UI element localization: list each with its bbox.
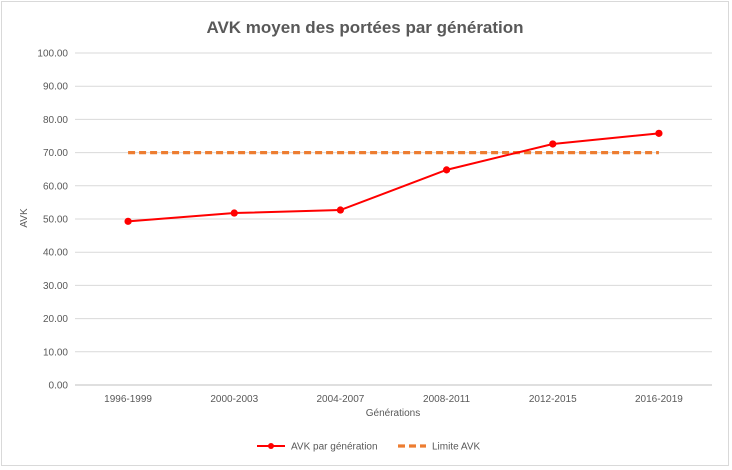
y-tick-label: 10.00 <box>43 347 68 358</box>
data-point <box>124 217 132 225</box>
legend: AVK par génération Limite AVK <box>257 442 480 453</box>
y-tick-label: 60.00 <box>43 181 68 192</box>
legend-label-limite: Limite AVK <box>432 442 480 453</box>
line-chart: AVK moyen des portées par génération 0.0… <box>19 18 712 453</box>
x-axis-title: Générations <box>366 408 420 419</box>
x-axis-ticks: 1996-1999 2000-2003 2004-2007 2008-2011 2012… <box>104 394 683 405</box>
y-tick-label: 90.00 <box>43 82 68 93</box>
legend-label-avk: AVK par génération <box>291 442 378 453</box>
gridlines <box>75 52 712 386</box>
y-tick-label: 80.00 <box>43 115 68 126</box>
data-point <box>549 140 557 148</box>
y-tick-label: 70.00 <box>43 148 68 159</box>
x-tick-label: 2016-2019 <box>635 394 683 405</box>
y-tick-label: 30.00 <box>43 281 68 292</box>
y-axis-title: AVK <box>19 208 30 228</box>
y-tick-label: 50.00 <box>43 215 68 226</box>
x-tick-label: 2008-2011 <box>423 394 471 405</box>
data-point <box>442 166 451 174</box>
y-tick-label: 100.00 <box>37 49 68 60</box>
y-tick-label: 20.00 <box>43 314 68 325</box>
x-tick-label: 2012-2015 <box>529 394 577 405</box>
y-tick-label: 40.00 <box>43 248 68 259</box>
legend-marker-avk <box>268 443 274 449</box>
series-line-avk <box>128 132 660 223</box>
y-axis-ticks: 0.00 10.00 20.00 30.00 40.00 50.00 60.00 70.00 8… <box>37 49 68 392</box>
data-point <box>655 129 663 137</box>
series-layer <box>124 129 663 225</box>
y-tick-label: 0.00 <box>49 381 69 392</box>
data-point <box>230 209 238 217</box>
data-point <box>336 206 345 214</box>
chart-title: AVK moyen des portées par génération <box>206 18 523 37</box>
x-tick-label: 2004-2007 <box>317 394 365 405</box>
x-tick-label: 2000-2003 <box>210 394 258 405</box>
x-tick-label: 1996-1999 <box>104 394 152 405</box>
